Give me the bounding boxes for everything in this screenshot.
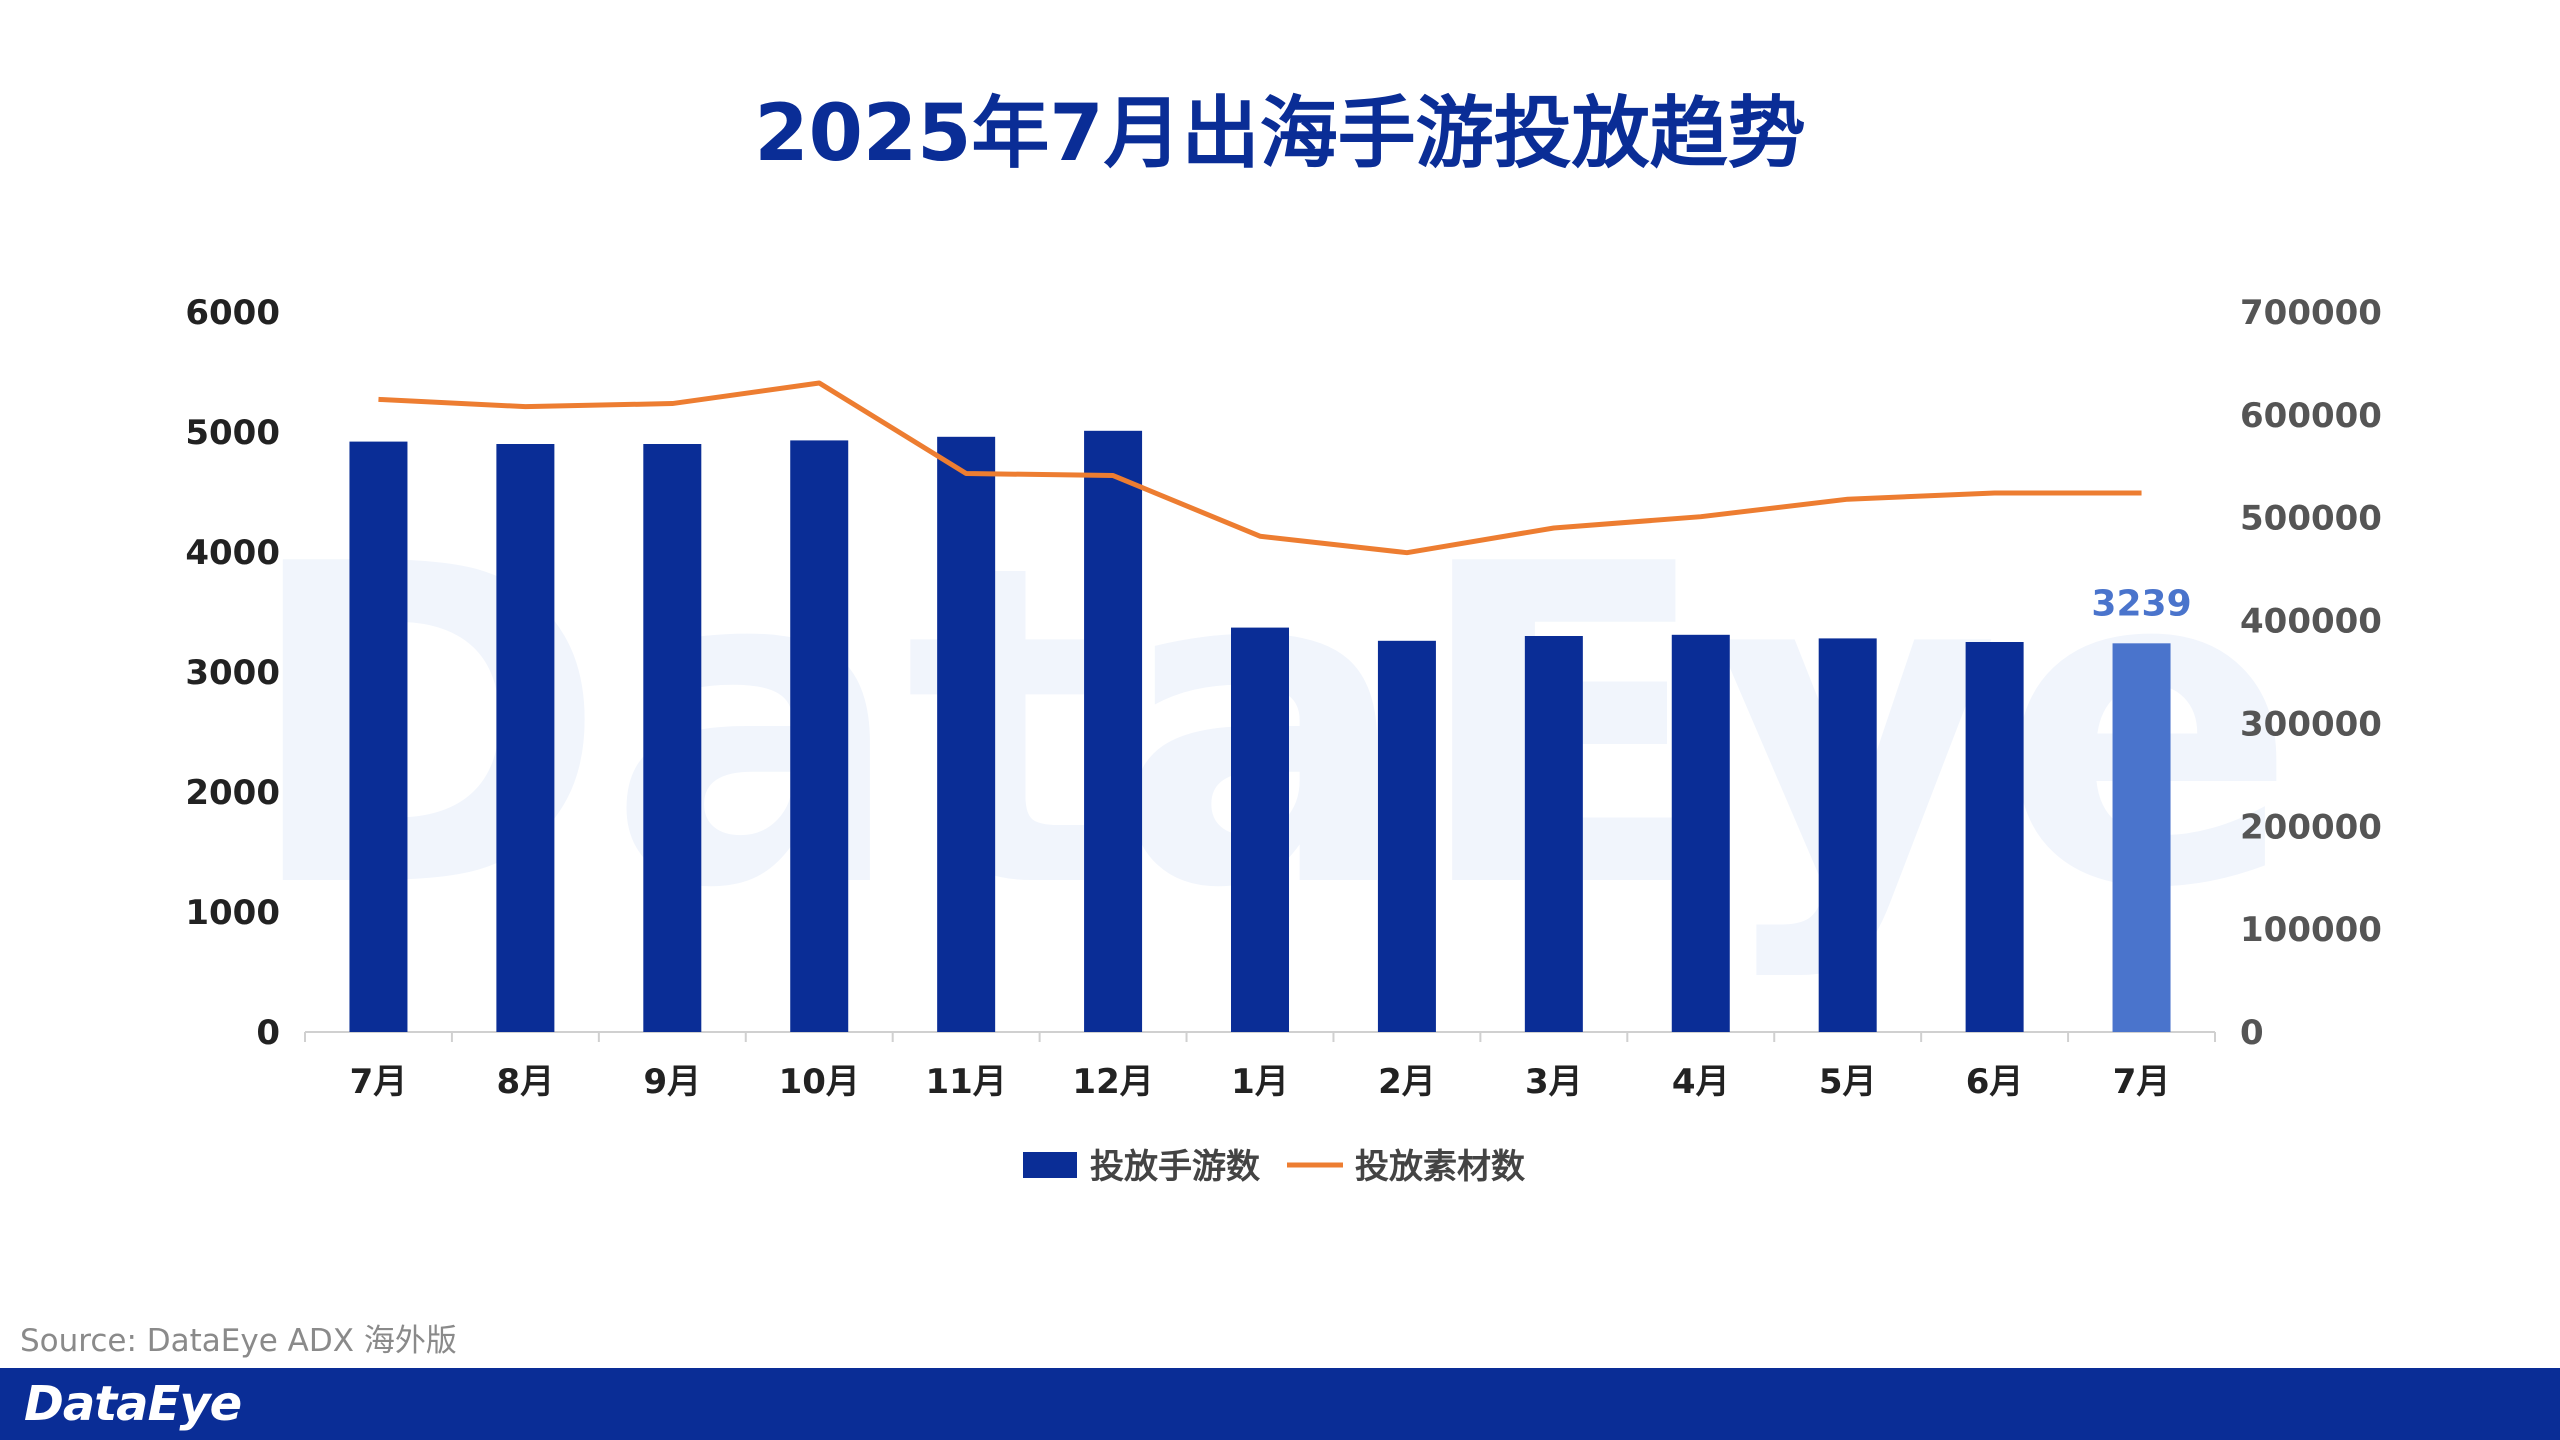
footer-bar: DataEye — [0, 1368, 2560, 1440]
x-tick-label-9: 4月 — [1672, 1062, 1730, 1102]
x-tick-label-7: 2月 — [1378, 1062, 1436, 1102]
x-tick-label-5: 12月 — [1072, 1062, 1153, 1102]
chart-title: 2025年7月出海手游投放趋势 — [754, 89, 1805, 179]
bar-1 — [496, 444, 555, 1032]
x-tick-label-8: 3月 — [1525, 1062, 1583, 1102]
left-tick-label-2: 2000 — [185, 773, 280, 813]
left-tick-label-6: 6000 — [185, 293, 280, 333]
right-tick-label-7: 700000 — [2240, 293, 2382, 333]
bar-6 — [1231, 627, 1289, 1032]
bar-11 — [1965, 642, 2024, 1032]
legend-bar-swatch — [1023, 1152, 1077, 1178]
bar-series — [349, 430, 2171, 1033]
left-tick-label-1: 1000 — [185, 893, 280, 933]
source-note: Source: DataEye ADX 海外版 — [20, 1323, 457, 1359]
left-tick-label-5: 5000 — [185, 413, 280, 453]
left-y-axis: 0 1000 2000 3000 4000 5000 6000 — [185, 293, 280, 1053]
bar-10 — [1818, 638, 1877, 1032]
right-tick-label-3: 300000 — [2240, 704, 2382, 744]
left-tick-label-4: 4000 — [185, 533, 280, 573]
x-tick-label-11: 6月 — [1966, 1062, 2024, 1102]
legend-line-label: 投放素材数 — [1355, 1147, 1525, 1187]
right-tick-label-6: 600000 — [2240, 396, 2382, 436]
x-tick-label-4: 11月 — [925, 1062, 1006, 1102]
x-tick-label-1: 8月 — [497, 1062, 555, 1102]
bar-7 — [1377, 640, 1436, 1032]
legend: 投放手游数 投放素材数 — [1023, 1147, 1525, 1187]
right-tick-label-1: 100000 — [2240, 910, 2382, 950]
left-tick-label-3: 3000 — [185, 653, 280, 693]
bar-2 — [643, 444, 702, 1032]
x-tick-label-6: 1月 — [1231, 1062, 1289, 1102]
right-tick-label-0: 0 — [2240, 1013, 2264, 1053]
x-tick-label-2: 9月 — [643, 1062, 701, 1102]
footer-logo: DataEye — [24, 1376, 242, 1432]
right-tick-label-4: 400000 — [2240, 602, 2382, 642]
x-axis: 7月 8月 9月 10月 11月 12月 1月 2月 3月 4月 5月 6月 7月 — [304, 1032, 2216, 1102]
x-tick-label-0: 7月 — [350, 1062, 408, 1102]
legend-bar-label: 投放手游数 — [1090, 1147, 1260, 1187]
right-tick-label-5: 500000 — [2240, 499, 2382, 539]
bar-8 — [1524, 636, 1583, 1032]
bar-12 — [2112, 643, 2171, 1032]
right-y-axis: 0 100000 200000 300000 400000 500000 600000 700… — [2240, 293, 2382, 1053]
bar-5 — [1084, 430, 1143, 1032]
x-tick-label-10: 5月 — [1819, 1062, 1877, 1102]
data-label-highlight: 3239 — [2091, 583, 2191, 624]
right-tick-label-2: 200000 — [2240, 807, 2382, 847]
bar-4 — [937, 436, 996, 1032]
bar-3 — [790, 440, 849, 1032]
left-tick-label-0: 0 — [256, 1013, 280, 1053]
x-tick-label-12: 7月 — [2113, 1062, 2171, 1102]
bar-9 — [1671, 634, 1730, 1032]
bar-0 — [349, 441, 408, 1033]
line-series — [378, 380, 2142, 556]
x-tick-label-3: 10月 — [779, 1062, 860, 1102]
